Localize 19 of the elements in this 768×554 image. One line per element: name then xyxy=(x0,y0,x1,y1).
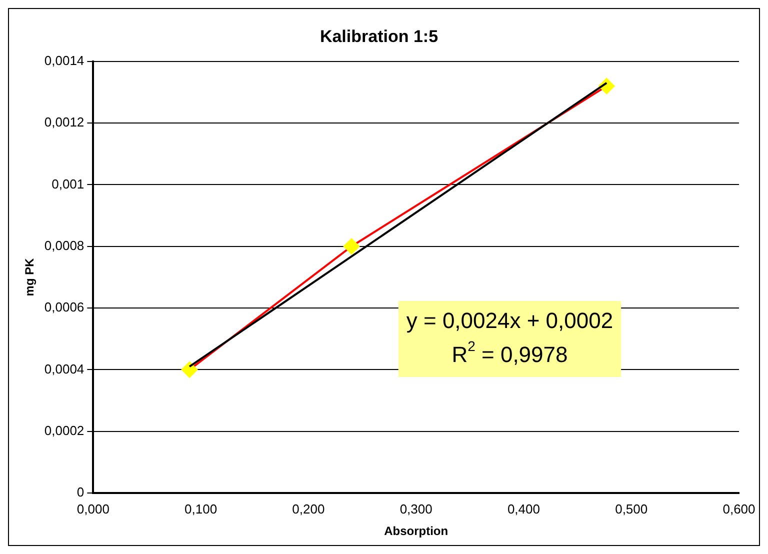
x-tick-label: 0,400 xyxy=(507,501,540,516)
y-tick-label: 0,0012 xyxy=(44,114,84,130)
y-tick-label: 0,0002 xyxy=(44,422,84,438)
y-axis-title: mg PK xyxy=(22,258,37,296)
x-axis-title: Absorption xyxy=(384,524,448,538)
x-tick-label: 0,200 xyxy=(292,501,325,516)
y-tick-label: 0,0004 xyxy=(44,361,84,376)
x-tick-label: 0,000 xyxy=(76,501,110,516)
y-tick-label: 0,001 xyxy=(52,176,84,192)
chart-title: Kalibration 1:5 xyxy=(320,26,438,46)
x-tick-label: 0,600 xyxy=(722,501,756,516)
x-tick-label: 0,500 xyxy=(615,501,648,516)
y-tick-label: 0,0014 xyxy=(44,52,84,68)
x-tick-label: 0,100 xyxy=(184,501,218,516)
y-tick-label: 0,0006 xyxy=(44,300,84,315)
y-tick-label: 0,0008 xyxy=(44,238,84,253)
annotation: y = 0,0024x + 0,0002 xyxy=(406,308,614,333)
x-tick-label: 0,300 xyxy=(400,501,432,516)
y-tick-label: 0 xyxy=(76,484,84,500)
